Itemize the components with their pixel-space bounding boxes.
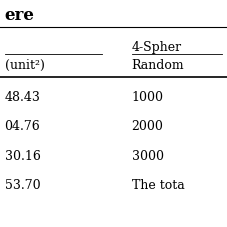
Text: 30.16: 30.16 (5, 150, 40, 163)
Text: 04.76: 04.76 (5, 120, 40, 133)
Text: (unit²): (unit²) (5, 59, 44, 72)
Text: 53.70: 53.70 (5, 179, 40, 192)
Text: 48.43: 48.43 (5, 91, 40, 104)
Text: Random: Random (132, 59, 184, 72)
Text: 4-Spher: 4-Spher (132, 41, 182, 54)
Text: The tota: The tota (132, 179, 184, 192)
Text: ere: ere (5, 7, 35, 24)
Text: 1000: 1000 (132, 91, 164, 104)
Text: 3000: 3000 (132, 150, 164, 163)
Text: 2000: 2000 (132, 120, 163, 133)
